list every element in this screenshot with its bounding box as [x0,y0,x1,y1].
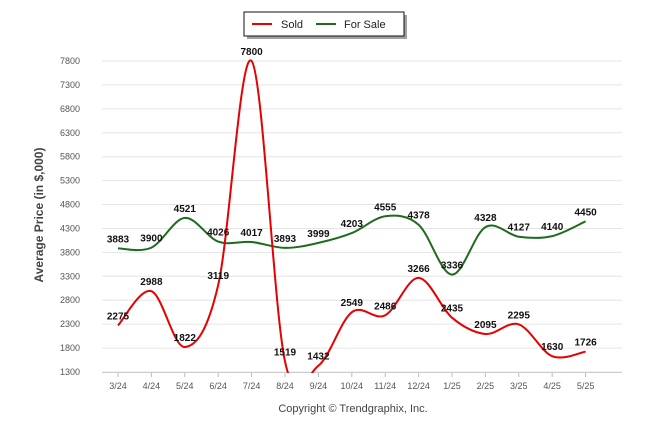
copyright-text: Copyright © Trendgraphix, Inc. [278,403,427,415]
data-label-for-sale: 3999 [307,229,330,240]
y-tick-label: 4800 [60,200,80,210]
y-tick-label: 6800 [60,104,80,114]
data-label-for-sale: 3883 [107,234,130,245]
data-label-for-sale: 3336 [441,261,464,272]
data-label-sold: 3266 [407,264,430,275]
y-tick-label: 5800 [60,152,80,162]
x-tick-label: 7/24 [243,381,261,391]
data-label-for-sale: 4378 [407,211,430,222]
grid-lines [102,60,622,373]
y-tick-label: 2300 [60,319,80,329]
data-label-sold: 2295 [508,310,531,321]
y-tick-label: 6300 [60,128,80,138]
y-axis-label: Average Price (in $,000) [32,148,46,283]
y-axis-ticks: 1300 1800 2300 2800 3300 3800 4300 4800 5300 5800… [60,56,80,377]
y-tick-label: 3300 [60,271,80,281]
x-tick-label: 3/25 [510,381,528,391]
x-tick-label: 10/24 [341,381,364,391]
x-tick-label: 5/25 [577,381,595,391]
y-tick-label: 4300 [60,223,80,233]
x-tick-label: 1/25 [443,381,461,391]
data-label-sold: 1630 [541,342,564,353]
data-label-for-sale: 3893 [274,234,297,245]
x-tick-label: 2/25 [477,381,495,391]
x-tick-label: 3/24 [109,381,127,391]
y-tick-label: 1300 [60,367,80,377]
x-tick-label: 11/24 [374,381,396,391]
x-axis-ticks: 3/24 4/24 5/24 6/24 7/24 8/24 9/24 10/24 11/24 12… [109,373,594,391]
data-label-for-sale: 4450 [574,207,597,218]
series-line-for-sale [117,214,587,276]
x-tick-label: 4/25 [543,381,561,391]
x-tick-label: 6/24 [209,381,227,391]
data-label-sold: 7800 [240,47,263,58]
data-label-for-sale: 3900 [140,234,163,245]
y-tick-label: 2800 [60,295,80,305]
y-tick-label: 5300 [60,176,80,186]
data-label-sold: 1726 [574,338,597,349]
x-tick-label: 12/24 [407,381,430,391]
x-tick-label: 5/24 [176,381,194,391]
data-label-sold: 2435 [441,304,464,315]
legend: Sold For Sale [243,11,407,39]
data-label-for-sale: 4017 [240,228,263,239]
data-label-sold: 1822 [174,333,197,344]
x-tick-label: 8/24 [276,381,294,391]
data-label-for-sale: 4140 [541,222,564,233]
data-label-for-sale: 4328 [474,213,497,224]
data-label-for-sale: 4026 [207,228,230,239]
data-label-sold: 1432 [307,352,330,363]
series-line-sold [117,59,586,373]
data-label-for-sale: 4127 [508,223,531,234]
legend-label-sold: Sold [281,19,303,31]
data-label-for-sale: 4521 [174,204,197,215]
x-tick-label: 4/24 [143,381,161,391]
y-tick-label: 7800 [60,56,80,66]
data-label-sold: 2549 [341,298,364,309]
series-lines [117,59,587,373]
data-label-sold: 1519 [274,348,297,359]
data-label-sold: 2275 [107,311,130,322]
data-labels: 2275 2988 1822 3119 7800 1519 1432 2549 2486 3266… [107,47,597,363]
x-tick-label: 9/24 [310,381,328,391]
data-label-sold: 2095 [474,320,497,331]
data-label-sold: 2486 [374,301,397,312]
legend-label-for-sale: For Sale [344,19,386,31]
data-label-for-sale: 4203 [341,219,364,230]
y-tick-label: 1800 [60,343,80,353]
data-label-for-sale: 4555 [374,202,397,213]
y-tick-label: 7300 [60,80,80,90]
data-label-sold: 3119 [207,271,229,282]
data-label-sold: 2988 [140,277,163,288]
y-tick-label: 3800 [60,247,80,257]
